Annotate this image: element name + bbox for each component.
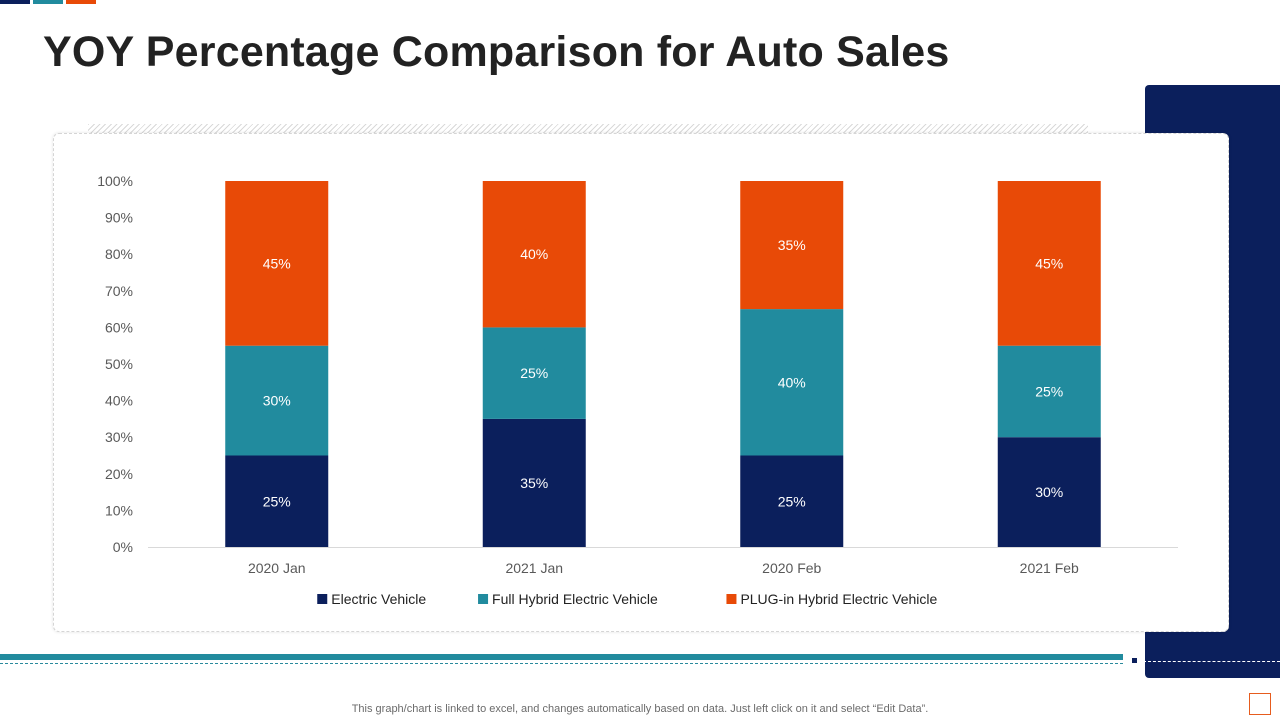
legend-swatch (726, 594, 737, 604)
y-axis: 0% 10% 20% 30% 40% 50% 60% 70% 80% 90% 100% (97, 173, 133, 555)
panel-dashed-line (1143, 661, 1280, 662)
data-label: 30% (1035, 484, 1063, 500)
footer-note: This graph/chart is linked to excel, and… (351, 703, 929, 715)
data-label: 45% (1035, 255, 1063, 271)
y-tick-label: 30% (105, 429, 133, 445)
data-label: 45% (263, 255, 291, 271)
data-label: 35% (778, 237, 806, 253)
data-label: 25% (778, 493, 806, 509)
y-tick-label: 90% (105, 210, 133, 226)
legend-swatch (317, 594, 328, 604)
bar-segment (225, 455, 329, 547)
bar-segment (225, 345, 329, 456)
bar-segment (740, 181, 844, 310)
bars: 25% 30% 45% 35% 25% 40% 25% 40% 35% 30% 25% 45% (225, 181, 1101, 547)
y-tick-label: 40% (105, 393, 133, 409)
bar-segment (225, 181, 329, 346)
x-axis: 2020 Jan 2021 Jan 2020 Feb 2021 Feb (248, 560, 1079, 576)
bar-segment (997, 437, 1101, 547)
y-tick-label: 80% (105, 246, 133, 262)
bar-segment (482, 418, 586, 547)
data-label: 40% (778, 374, 806, 390)
legend-label: Full Hybrid Electric Vehicle (492, 591, 658, 607)
bar-segment (740, 309, 844, 456)
bar-segment (997, 181, 1101, 346)
slide-title: YOY Percentage Comparison for Auto Sales (43, 28, 950, 76)
x-tick-label: 2021 Jan (505, 560, 563, 576)
data-label: 25% (520, 365, 548, 381)
data-label: 40% (520, 246, 548, 262)
data-label: 35% (520, 475, 548, 491)
legend-label: PLUG-in Hybrid Electric Vehicle (740, 591, 937, 607)
data-label: 25% (263, 493, 291, 509)
x-tick-label: 2020 Feb (762, 560, 821, 576)
legend-label: Electric Vehicle (331, 591, 426, 607)
x-tick-label: 2020 Jan (248, 560, 306, 576)
bottom-dashed-line (0, 663, 1123, 664)
x-tick-label: 2021 Feb (1020, 560, 1079, 576)
y-tick-label: 10% (105, 502, 133, 518)
bottom-teal-bar (0, 654, 1123, 660)
data-label: 25% (1035, 383, 1063, 399)
y-tick-label: 60% (105, 319, 133, 335)
y-tick-label: 70% (105, 283, 133, 299)
line-end-marker (1131, 657, 1138, 664)
bar-segment (482, 327, 586, 419)
bar-segment (482, 181, 586, 328)
top-accent-teal (33, 0, 63, 4)
legend-swatch (478, 594, 489, 604)
data-label: 30% (263, 393, 291, 409)
bar-segment (997, 345, 1101, 438)
y-tick-label: 20% (105, 466, 133, 482)
top-accent-orange (66, 0, 96, 4)
bar-segment (740, 455, 844, 547)
corner-box-decoration (1249, 693, 1271, 715)
y-tick-label: 100% (97, 173, 133, 189)
top-accent-navy (0, 0, 30, 4)
y-tick-label: 0% (113, 539, 133, 555)
legend: Electric Vehicle Full Hybrid Electric Veh… (317, 591, 938, 607)
y-tick-label: 50% (105, 356, 133, 372)
